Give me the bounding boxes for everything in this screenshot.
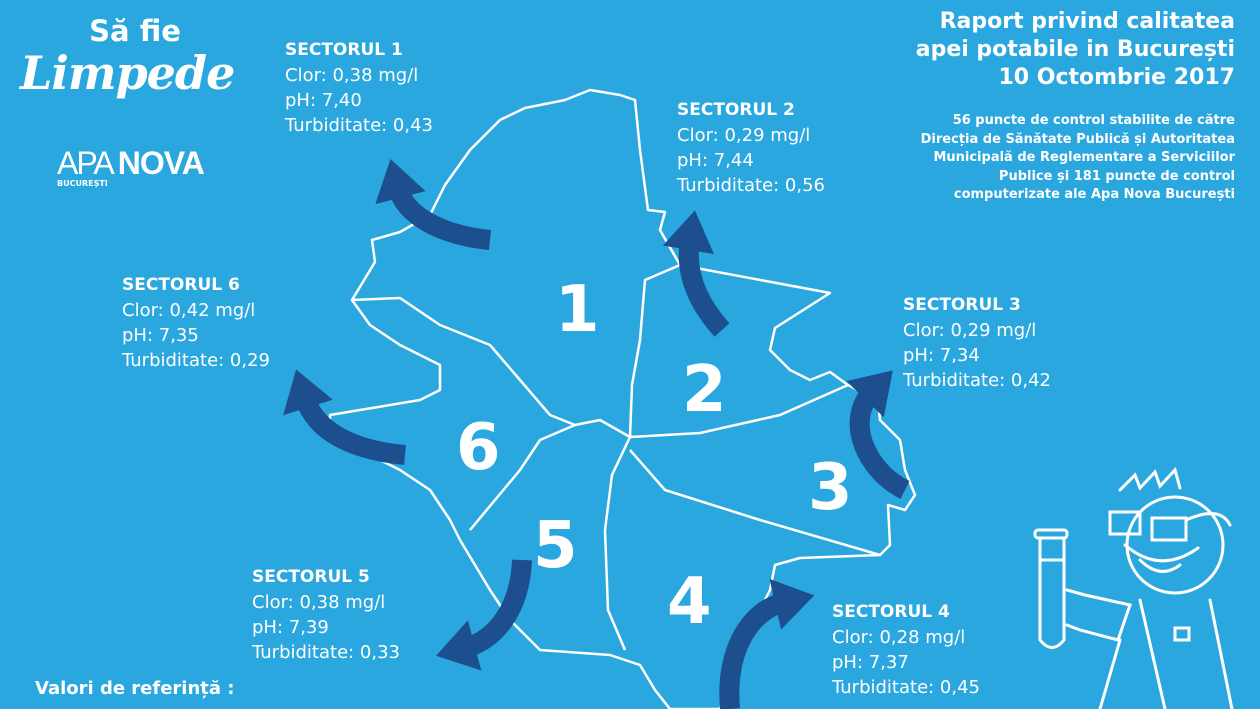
sector-name: SECTORUL 5 — [252, 567, 370, 587]
report-subtitle: 56 puncte de control stabilite de către … — [855, 112, 1235, 205]
reference-values-label: Valori de referință : — [35, 678, 235, 699]
sector-turbidity: Turbiditate: 0,56 — [677, 175, 826, 196]
sector-ph: pH: 7,40 — [285, 90, 362, 111]
sector-name: SECTORUL 3 — [903, 295, 1021, 315]
sector-turbidity: Turbiditate: 0,33 — [252, 642, 401, 663]
arrow-sector-5 — [436, 559, 532, 671]
sector-2-info: SECTORUL 2 Clor: 0,29 mg/l pH: 7,44 Turb… — [677, 98, 825, 198]
sector-5-number: 5 — [533, 509, 578, 583]
title-line: apei potabile in București — [915, 37, 1235, 62]
boundary-1-2 — [628, 263, 681, 438]
scientist-illustration — [1033, 467, 1234, 709]
subtitle-line: Municipală de Reglementare a Serviciilor — [933, 150, 1235, 165]
apa-nova-logo: APA NOVA BUCUREȘTI — [57, 145, 205, 188]
sector-ph: pH: 7,37 — [832, 652, 909, 673]
sector-ph: pH: 7,44 — [677, 150, 754, 171]
sector-name: SECTORUL 4 — [832, 602, 950, 622]
arrow-sector-6 — [283, 369, 407, 465]
title-line: Raport privind calitatea — [939, 9, 1235, 34]
boundary-1-6 — [351, 296, 631, 439]
sector-5-info: SECTORUL 5 Clor: 0,38 mg/l pH: 7,39 Turb… — [252, 565, 400, 665]
sector-ph: pH: 7,35 — [122, 325, 199, 346]
sector-ph: pH: 7,39 — [252, 617, 329, 638]
report-title: Raport privind calitatea apei potabile i… — [916, 8, 1235, 92]
sector-4-info: SECTORUL 4 Clor: 0,28 mg/l pH: 7,37 Turb… — [832, 600, 980, 700]
slogan-line2: Limpede — [20, 46, 235, 100]
sector-turbidity: Turbiditate: 0,43 — [285, 115, 434, 136]
logo-apa: APA — [57, 145, 115, 181]
title-date: 10 Octombrie 2017 — [998, 65, 1235, 90]
sector-clor: Clor: 0,29 mg/l — [903, 320, 1037, 341]
boundary-3-4 — [629, 449, 881, 557]
logo-nova: NOVA — [117, 145, 205, 181]
sector-1-number: 1 — [555, 273, 600, 347]
arrow-sector-1 — [375, 158, 492, 250]
sector-clor: Clor: 0,29 mg/l — [677, 125, 811, 146]
subtitle-line: computerizate ale Apa Nova București — [953, 187, 1235, 202]
sector-2-number: 2 — [682, 353, 727, 427]
sector-ph: pH: 7,34 — [903, 345, 980, 366]
sector-name: SECTORUL 6 — [122, 275, 240, 295]
sector-4-number: 4 — [667, 565, 712, 639]
sector-turbidity: Turbiditate: 0,29 — [122, 350, 271, 371]
subtitle-line: Direcția de Sănătate Publică și Autorita… — [920, 131, 1235, 147]
sector-clor: Clor: 0,42 mg/l — [122, 300, 256, 321]
sector-3-info: SECTORUL 3 Clor: 0,29 mg/l pH: 7,34 Turb… — [903, 293, 1051, 393]
sector-clor: Clor: 0,38 mg/l — [252, 592, 386, 613]
sector-1-info: SECTORUL 1 Clor: 0,38 mg/l pH: 7,40 Turb… — [285, 38, 433, 138]
arrow-sector-2 — [662, 210, 730, 337]
sector-3-number: 3 — [808, 451, 853, 525]
subtitle-line: Publice și 181 puncte de control — [998, 168, 1235, 184]
arrow-sector-3 — [846, 370, 910, 499]
sector-clor: Clor: 0,28 mg/l — [832, 627, 966, 648]
slogan-line1: Să fie — [89, 14, 181, 48]
sector-name: SECTORUL 1 — [285, 40, 403, 60]
boundary-2-3 — [629, 383, 849, 439]
boundary-4-5 — [603, 436, 632, 651]
arrow-sector-4 — [719, 578, 815, 709]
sector-clor: Clor: 0,38 mg/l — [285, 65, 419, 86]
sector-6-number: 6 — [456, 411, 501, 485]
sector-turbidity: Turbiditate: 0,42 — [903, 370, 1052, 391]
city-outline — [328, 88, 917, 709]
sector-6-info: SECTORUL 6 Clor: 0,42 mg/l pH: 7,35 Turb… — [122, 273, 270, 373]
sector-turbidity: Turbiditate: 0,45 — [832, 677, 981, 698]
subtitle-line: 56 puncte de control stabilite de către — [952, 113, 1235, 128]
sector-name: SECTORUL 2 — [677, 100, 795, 120]
boundary-5-6 — [469, 423, 576, 531]
logo-city: BUCUREȘTI — [57, 179, 108, 188]
